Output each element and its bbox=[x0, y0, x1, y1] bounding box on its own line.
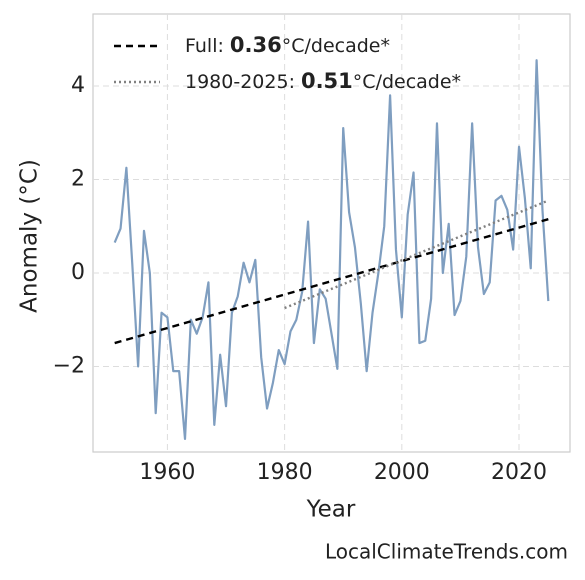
legend-unit: °C/decade* bbox=[282, 35, 390, 57]
legend-name: Full: bbox=[185, 35, 224, 57]
legend-name: 1980-2025: bbox=[185, 71, 295, 93]
legend-label: 1980-2025: 0.51°C/decade* bbox=[185, 69, 461, 93]
x-tick-label: 1980 bbox=[257, 460, 313, 485]
data-line bbox=[113, 59, 550, 441]
x-tick-label: 2000 bbox=[374, 460, 430, 485]
y-axis-label: Anomaly (°C) bbox=[17, 159, 43, 313]
legend-slope: 0.51 bbox=[301, 69, 353, 93]
legend-unit: °C/decade* bbox=[353, 71, 461, 93]
x-tick-label: 1960 bbox=[139, 460, 195, 485]
y-tick-label: 0 bbox=[71, 260, 85, 285]
legend-label: Full: 0.36°C/decade* bbox=[185, 33, 390, 57]
y-tick-label: −2 bbox=[53, 353, 85, 378]
plot-frame bbox=[92, 13, 571, 453]
trend-line bbox=[114, 218, 549, 345]
legend-slope: 0.36 bbox=[230, 33, 282, 57]
x-tick-label: 2020 bbox=[491, 460, 547, 485]
footer: LocalClimateTrends.com bbox=[325, 540, 568, 564]
x-axis-label: Year bbox=[306, 497, 356, 523]
y-tick-label: 4 bbox=[71, 73, 85, 98]
y-tick-label: 2 bbox=[71, 166, 85, 191]
